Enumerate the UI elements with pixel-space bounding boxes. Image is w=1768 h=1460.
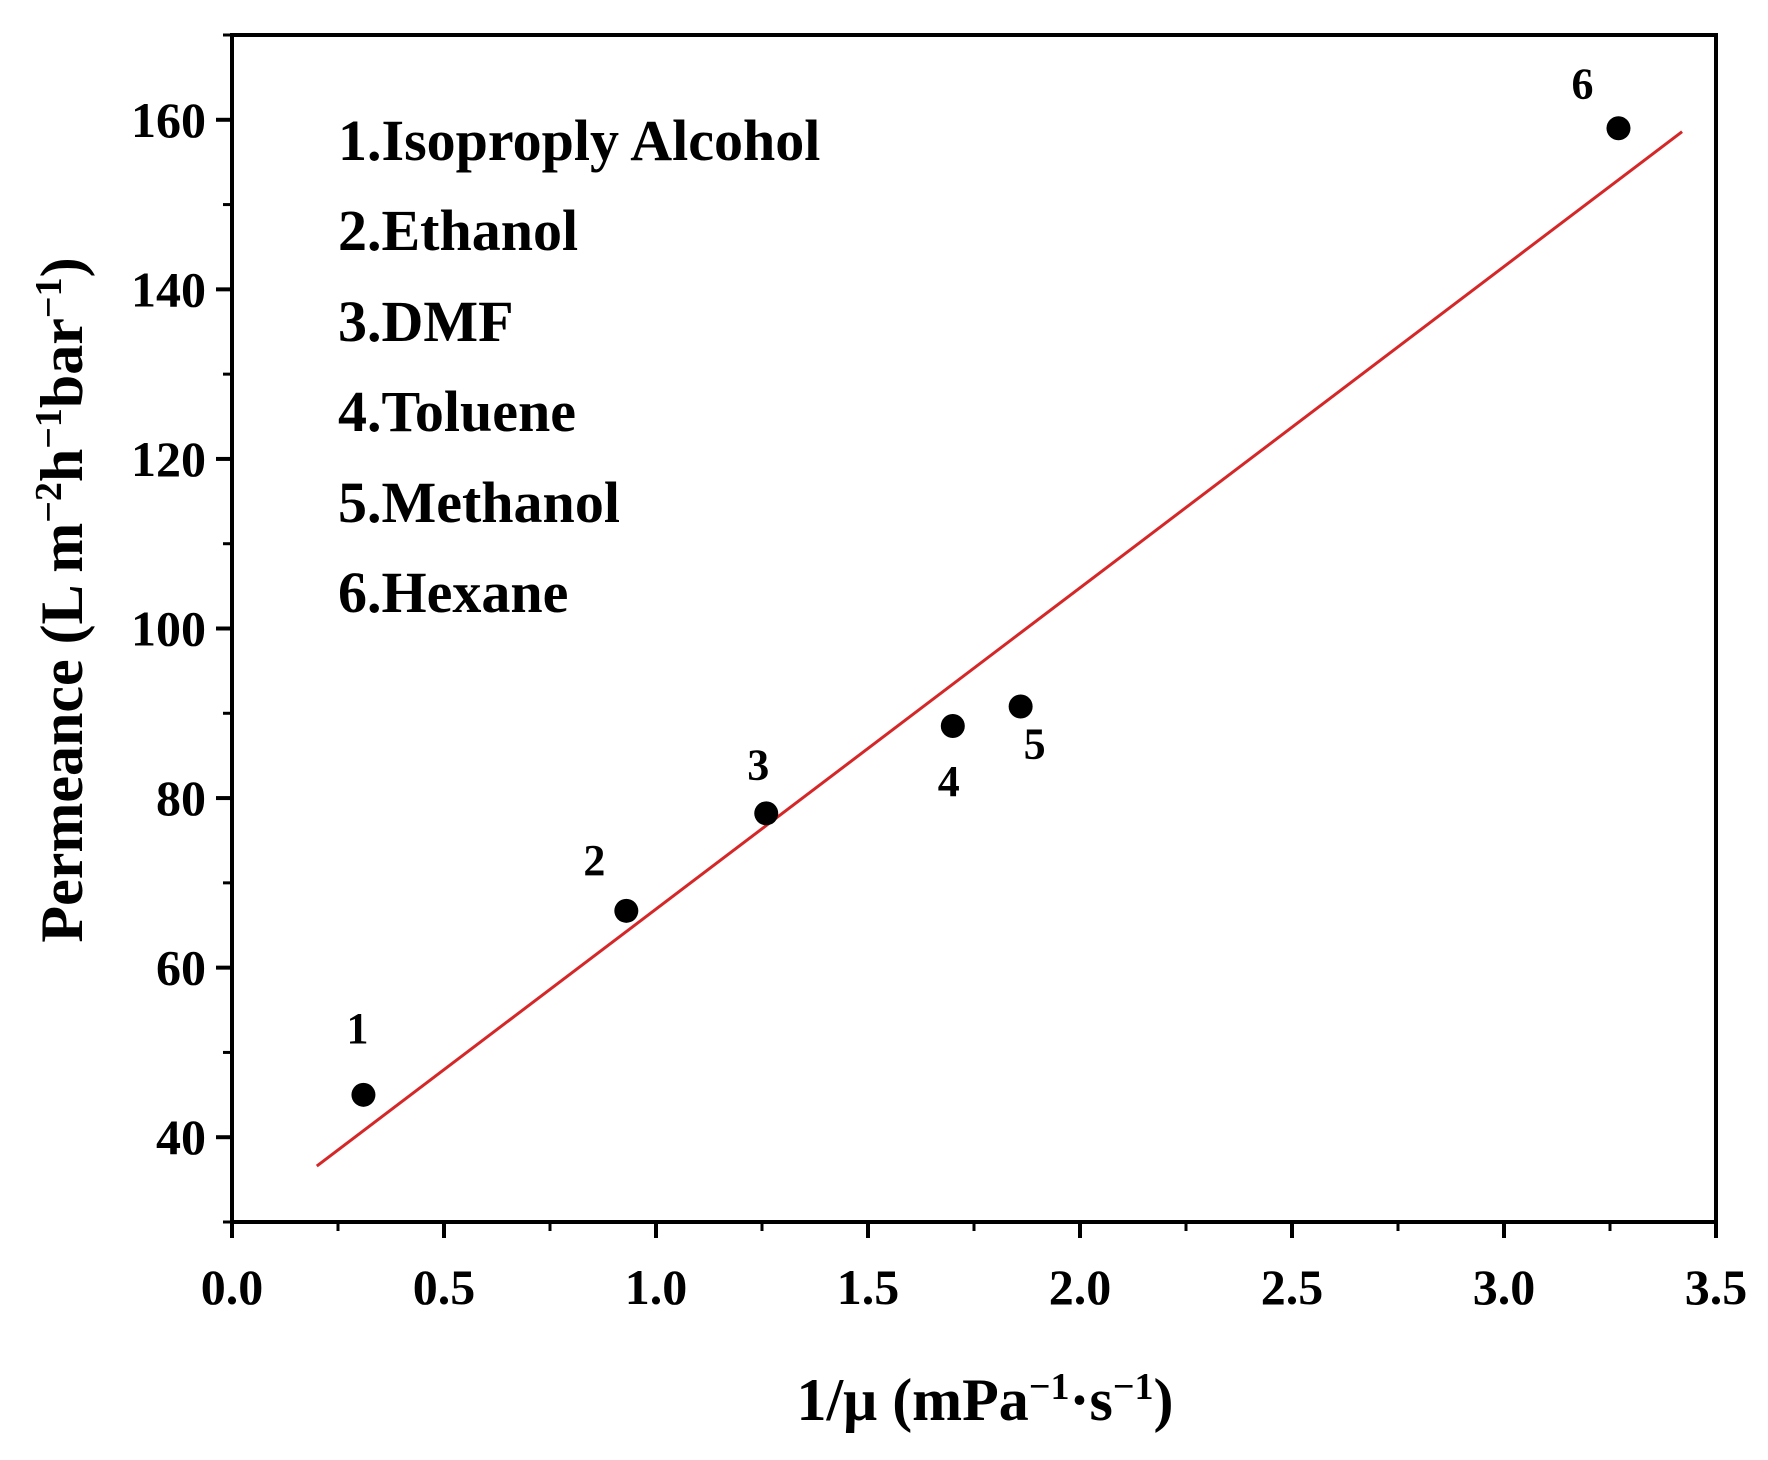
y-tick-label: 120	[131, 431, 206, 487]
x-tick-label: 3.0	[1473, 1259, 1536, 1315]
data-point-1	[351, 1082, 376, 1107]
data-point-3	[754, 801, 779, 826]
x-tick-label: 2.5	[1261, 1259, 1324, 1315]
data-point-2	[614, 898, 639, 923]
x-tick-label: 2.0	[1049, 1259, 1112, 1315]
x-tick-label: 0.0	[201, 1259, 264, 1315]
legend: 1.Isoproply Alcohol 2.Ethanol 3.DMF 4.To…	[338, 108, 820, 625]
point-label-6: 6	[1571, 59, 1593, 108]
axis-ticks	[216, 33, 1718, 1238]
y-axis-title: Permeance (L m−2h−1bar−1)	[28, 257, 95, 942]
y-tick-label: 40	[156, 1109, 206, 1165]
data-point-6	[1606, 116, 1631, 141]
legend-item-2: 2.Ethanol	[338, 198, 578, 263]
data-point-4	[940, 714, 965, 739]
x-tick-label: 1.5	[837, 1259, 900, 1315]
legend-item-1: 1.Isoproply Alcohol	[338, 108, 820, 173]
fit-line	[315, 130, 1683, 1168]
point-label-1: 1	[346, 1004, 368, 1053]
y-tick-label: 60	[156, 940, 206, 996]
point-label-4: 4	[938, 757, 960, 806]
legend-item-5: 5.Methanol	[338, 470, 620, 535]
x-tick-label: 3.5	[1685, 1259, 1748, 1315]
point-label-2: 2	[583, 836, 605, 885]
x-tick-label: 0.5	[413, 1259, 476, 1315]
legend-item-4: 4.Toluene	[338, 379, 576, 444]
y-tick-label: 140	[131, 261, 206, 317]
data-point-5	[1008, 694, 1033, 719]
tick-labels: 0.0 0.5 1.0 1.5 2.0 2.5 3.0 3.5 40 60 80 100 120 140 1…	[131, 92, 1747, 1315]
x-axis-title: 1/μ (mPa−1·s−1)	[797, 1366, 1174, 1433]
legend-item-3: 3.DMF	[338, 289, 514, 354]
x-tick-label: 1.0	[625, 1259, 688, 1315]
point-label-5: 5	[1024, 720, 1046, 769]
legend-item-6: 6.Hexane	[338, 560, 568, 625]
data-points: 1 2 3 4 5 6	[346, 59, 1631, 1107]
y-tick-label: 160	[131, 92, 206, 148]
point-label-3: 3	[747, 740, 769, 789]
y-tick-label: 100	[131, 601, 206, 657]
y-tick-label: 80	[156, 770, 206, 826]
